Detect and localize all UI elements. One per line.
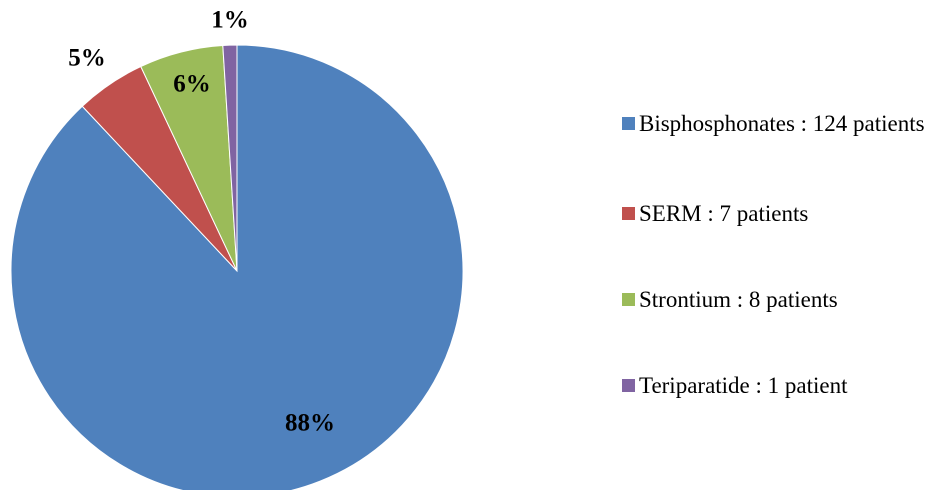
pie-slice	[222, 44, 238, 272]
legend-item: SERM : 7 patients	[622, 200, 938, 227]
data-label: 6%	[173, 71, 211, 98]
legend-item: Teriparatide : 1 patient	[622, 372, 938, 399]
pie-slice	[10, 44, 464, 490]
data-label: 5%	[68, 45, 106, 72]
legend-label: Strontium : 8 patients	[639, 287, 838, 312]
legend-swatch	[622, 207, 635, 220]
legend-swatch	[622, 293, 635, 306]
legend-swatch	[622, 117, 635, 130]
data-label: 88%	[285, 410, 335, 437]
legend-item: Bisphosphonates : 124 patients	[622, 110, 938, 137]
legend-swatch	[622, 379, 635, 392]
data-label: 1%	[211, 7, 249, 34]
legend-label: SERM : 7 patients	[639, 201, 809, 226]
legend-item: Strontium : 8 patients	[622, 286, 938, 313]
legend-label: Bisphosphonates : 124 patients	[639, 111, 925, 136]
legend-label: Teriparatide : 1 patient	[639, 373, 848, 398]
